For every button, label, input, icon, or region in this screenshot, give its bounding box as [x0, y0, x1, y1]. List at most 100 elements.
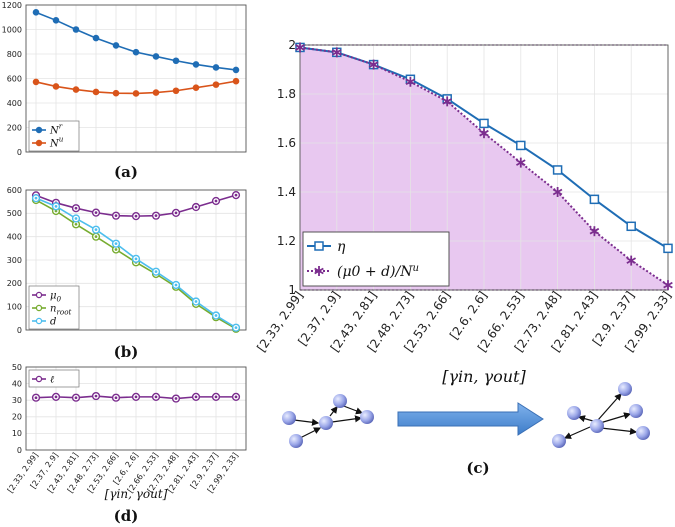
- data-point: [92, 88, 100, 96]
- data-point: [172, 87, 180, 95]
- legend-marker: [35, 304, 43, 312]
- data-point: [368, 59, 379, 70]
- legend-marker: [35, 126, 43, 134]
- data-point: [112, 89, 120, 97]
- legend-label: (μ0 + d)/Nu: [337, 263, 419, 280]
- data-point: [589, 226, 600, 237]
- y-tick-label: 50: [12, 363, 22, 372]
- data-point: [132, 90, 140, 97]
- legend-marker: [35, 317, 43, 325]
- caption-b: (b): [114, 343, 139, 361]
- x-axis-label: [γin, γout]: [442, 367, 526, 386]
- y-tick-label: 0: [17, 446, 22, 455]
- legend-label: η: [337, 239, 346, 255]
- legend: η (μ0 + d)/Nu: [302, 231, 450, 287]
- y-tick-label: 100: [7, 302, 22, 311]
- y-tick-label: 300: [7, 256, 22, 265]
- y-tick-label: 1.2: [277, 234, 296, 248]
- y-tick-label: 600: [7, 186, 22, 195]
- data-point: [32, 78, 40, 86]
- data-point: [479, 118, 489, 129]
- data-point: [152, 89, 160, 96]
- caption-c: (c): [466, 459, 489, 477]
- data-point: [52, 17, 60, 24]
- legend-label: ℓ: [50, 375, 54, 386]
- data-point: [516, 140, 526, 151]
- plot-frame: [299, 44, 669, 291]
- y-tick-label: 40: [12, 379, 22, 388]
- data-point: [92, 34, 100, 42]
- y-tick-label: 1000: [2, 25, 22, 34]
- data-point: [172, 57, 180, 65]
- data-point: [72, 26, 80, 33]
- legend-label: d: [50, 317, 56, 328]
- y-tick-label: 1.6: [277, 136, 296, 150]
- y-tick-label: 400: [7, 99, 22, 108]
- legend-label: nroot: [50, 304, 72, 317]
- y-tick-label: 2: [288, 38, 296, 52]
- data-point: [192, 61, 200, 68]
- data-point: [663, 243, 673, 254]
- network-after: [552, 382, 650, 448]
- legend-marker: [35, 139, 43, 147]
- data-point: [212, 64, 220, 71]
- data-point: [212, 81, 220, 88]
- transformation-arrow: [397, 402, 544, 436]
- y-tick-label: 10: [12, 429, 22, 438]
- legend-label: Nu: [49, 135, 64, 150]
- network-before: [282, 394, 374, 448]
- legend-marker: [35, 375, 43, 383]
- y-tick-label: 500: [7, 209, 22, 218]
- network-illustration: [282, 382, 650, 448]
- caption-a: (a): [114, 163, 138, 181]
- data-point: [626, 255, 636, 266]
- y-tick-label: 200: [7, 279, 22, 288]
- data-point: [232, 66, 240, 74]
- y-tick-label: 600: [7, 74, 22, 83]
- legend-box: [28, 120, 80, 152]
- data-point: [516, 157, 526, 168]
- plot-frame: [25, 366, 247, 451]
- data-point: [442, 96, 452, 107]
- caption-d: (d): [114, 507, 139, 525]
- data-point: [405, 76, 416, 87]
- y-tick-label: 30: [12, 396, 22, 405]
- plot-frame: [25, 189, 247, 331]
- legend-marker: [314, 241, 324, 251]
- data-point: [552, 165, 563, 175]
- legend-box: [302, 231, 450, 287]
- data-point: [295, 42, 305, 53]
- x-tick-label: [2.33, 2.99]: [254, 289, 306, 355]
- data-point: [663, 280, 673, 291]
- data-point: [192, 84, 200, 91]
- data-point: [152, 53, 160, 60]
- legend-label: Nr: [49, 122, 63, 137]
- y-tick-label: 1: [288, 283, 296, 297]
- data-point: [132, 48, 140, 56]
- data-point: [72, 86, 80, 93]
- y-tick-label: 1.8: [277, 87, 296, 101]
- data-point: [112, 42, 120, 49]
- data-point: [479, 128, 489, 139]
- y-tick-label: 1200: [2, 1, 22, 10]
- y-tick-label: 800: [7, 50, 22, 59]
- legend-marker: [35, 291, 43, 299]
- data-point: [52, 83, 60, 90]
- data-point: [626, 221, 636, 232]
- data-point: [552, 187, 563, 197]
- data-point: [232, 77, 240, 85]
- legend-label: μ0: [50, 291, 62, 304]
- y-tick-label: 200: [7, 123, 22, 132]
- legend-box: [28, 369, 80, 388]
- legend: ℓ: [28, 369, 80, 388]
- data-point: [589, 194, 600, 205]
- legend-marker: [314, 266, 324, 276]
- y-tick-label: 400: [7, 232, 22, 241]
- y-tick-label: 0: [17, 326, 22, 335]
- panel-c-chart: 11.21.41.61.82[2.33, 2.99][2.37, 2.9][2.…: [254, 38, 674, 386]
